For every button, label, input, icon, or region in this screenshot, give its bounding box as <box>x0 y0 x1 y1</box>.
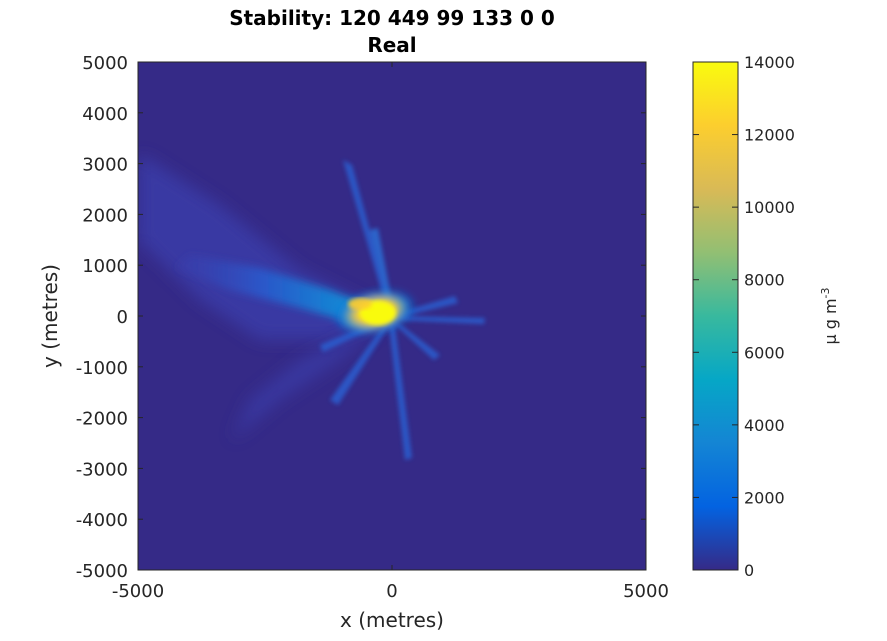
colorbar-tick-label: 2000 <box>744 488 785 507</box>
y-axis: 5000 4000 3000 2000 1000 0 -1000 -2000 -3000 -400… <box>76 53 646 582</box>
y-tick-label: -4000 <box>76 510 128 531</box>
y-tick-label: 4000 <box>82 104 128 125</box>
y-tick-label: 1000 <box>82 256 128 277</box>
colorbar-label-superscript: -3 <box>819 287 832 298</box>
colorbar-label: μ g m-3 <box>819 287 840 344</box>
x-axis-label: x (metres) <box>340 608 444 632</box>
x-tick-label: 0 <box>386 581 397 602</box>
x-tick-label: 5000 <box>623 581 669 602</box>
x-tick-label: -5000 <box>112 581 164 602</box>
plume-core-ring <box>348 298 372 310</box>
y-tick-label: -1000 <box>76 358 128 379</box>
y-tick-label: -3000 <box>76 459 128 480</box>
y-tick-label: 2000 <box>82 205 128 226</box>
colorbar-frame <box>692 61 739 571</box>
y-tick-label: -2000 <box>76 409 128 430</box>
y-tick-label: -5000 <box>76 561 128 582</box>
colorbar-tick-label: 6000 <box>744 343 785 362</box>
colorbar: 14000 12000 10000 8000 6000 4000 2000 0 μ g m-3 <box>692 53 840 580</box>
chart-subtitle: Real <box>367 33 416 57</box>
y-tick-label: 0 <box>117 307 128 328</box>
colorbar-tick-label: 14000 <box>744 53 795 72</box>
colorbar-tick-label: 8000 <box>744 271 785 290</box>
x-axis: -5000 0 5000 <box>112 62 669 602</box>
plot-area <box>137 61 647 571</box>
colorbar-tick-label: 10000 <box>744 198 795 217</box>
colorbar-tick-label: 4000 <box>744 416 785 435</box>
colorbar-tick-label: 0 <box>744 561 754 580</box>
y-tick-label: 5000 <box>82 53 128 74</box>
colorbar-tick-label: 12000 <box>744 126 795 145</box>
colorbar-ticks: 14000 12000 10000 8000 6000 4000 2000 0 <box>693 53 795 580</box>
y-axis-label: y (metres) <box>38 264 62 368</box>
colorbar-gradient <box>693 62 738 570</box>
concentration-field <box>138 155 485 460</box>
y-tick-label: 3000 <box>82 155 128 176</box>
plume-outer-lower <box>232 316 392 440</box>
colorbar-label-text: μ g m <box>821 298 840 344</box>
chart-title: Stability: 120 449 99 133 0 0 <box>229 6 555 30</box>
